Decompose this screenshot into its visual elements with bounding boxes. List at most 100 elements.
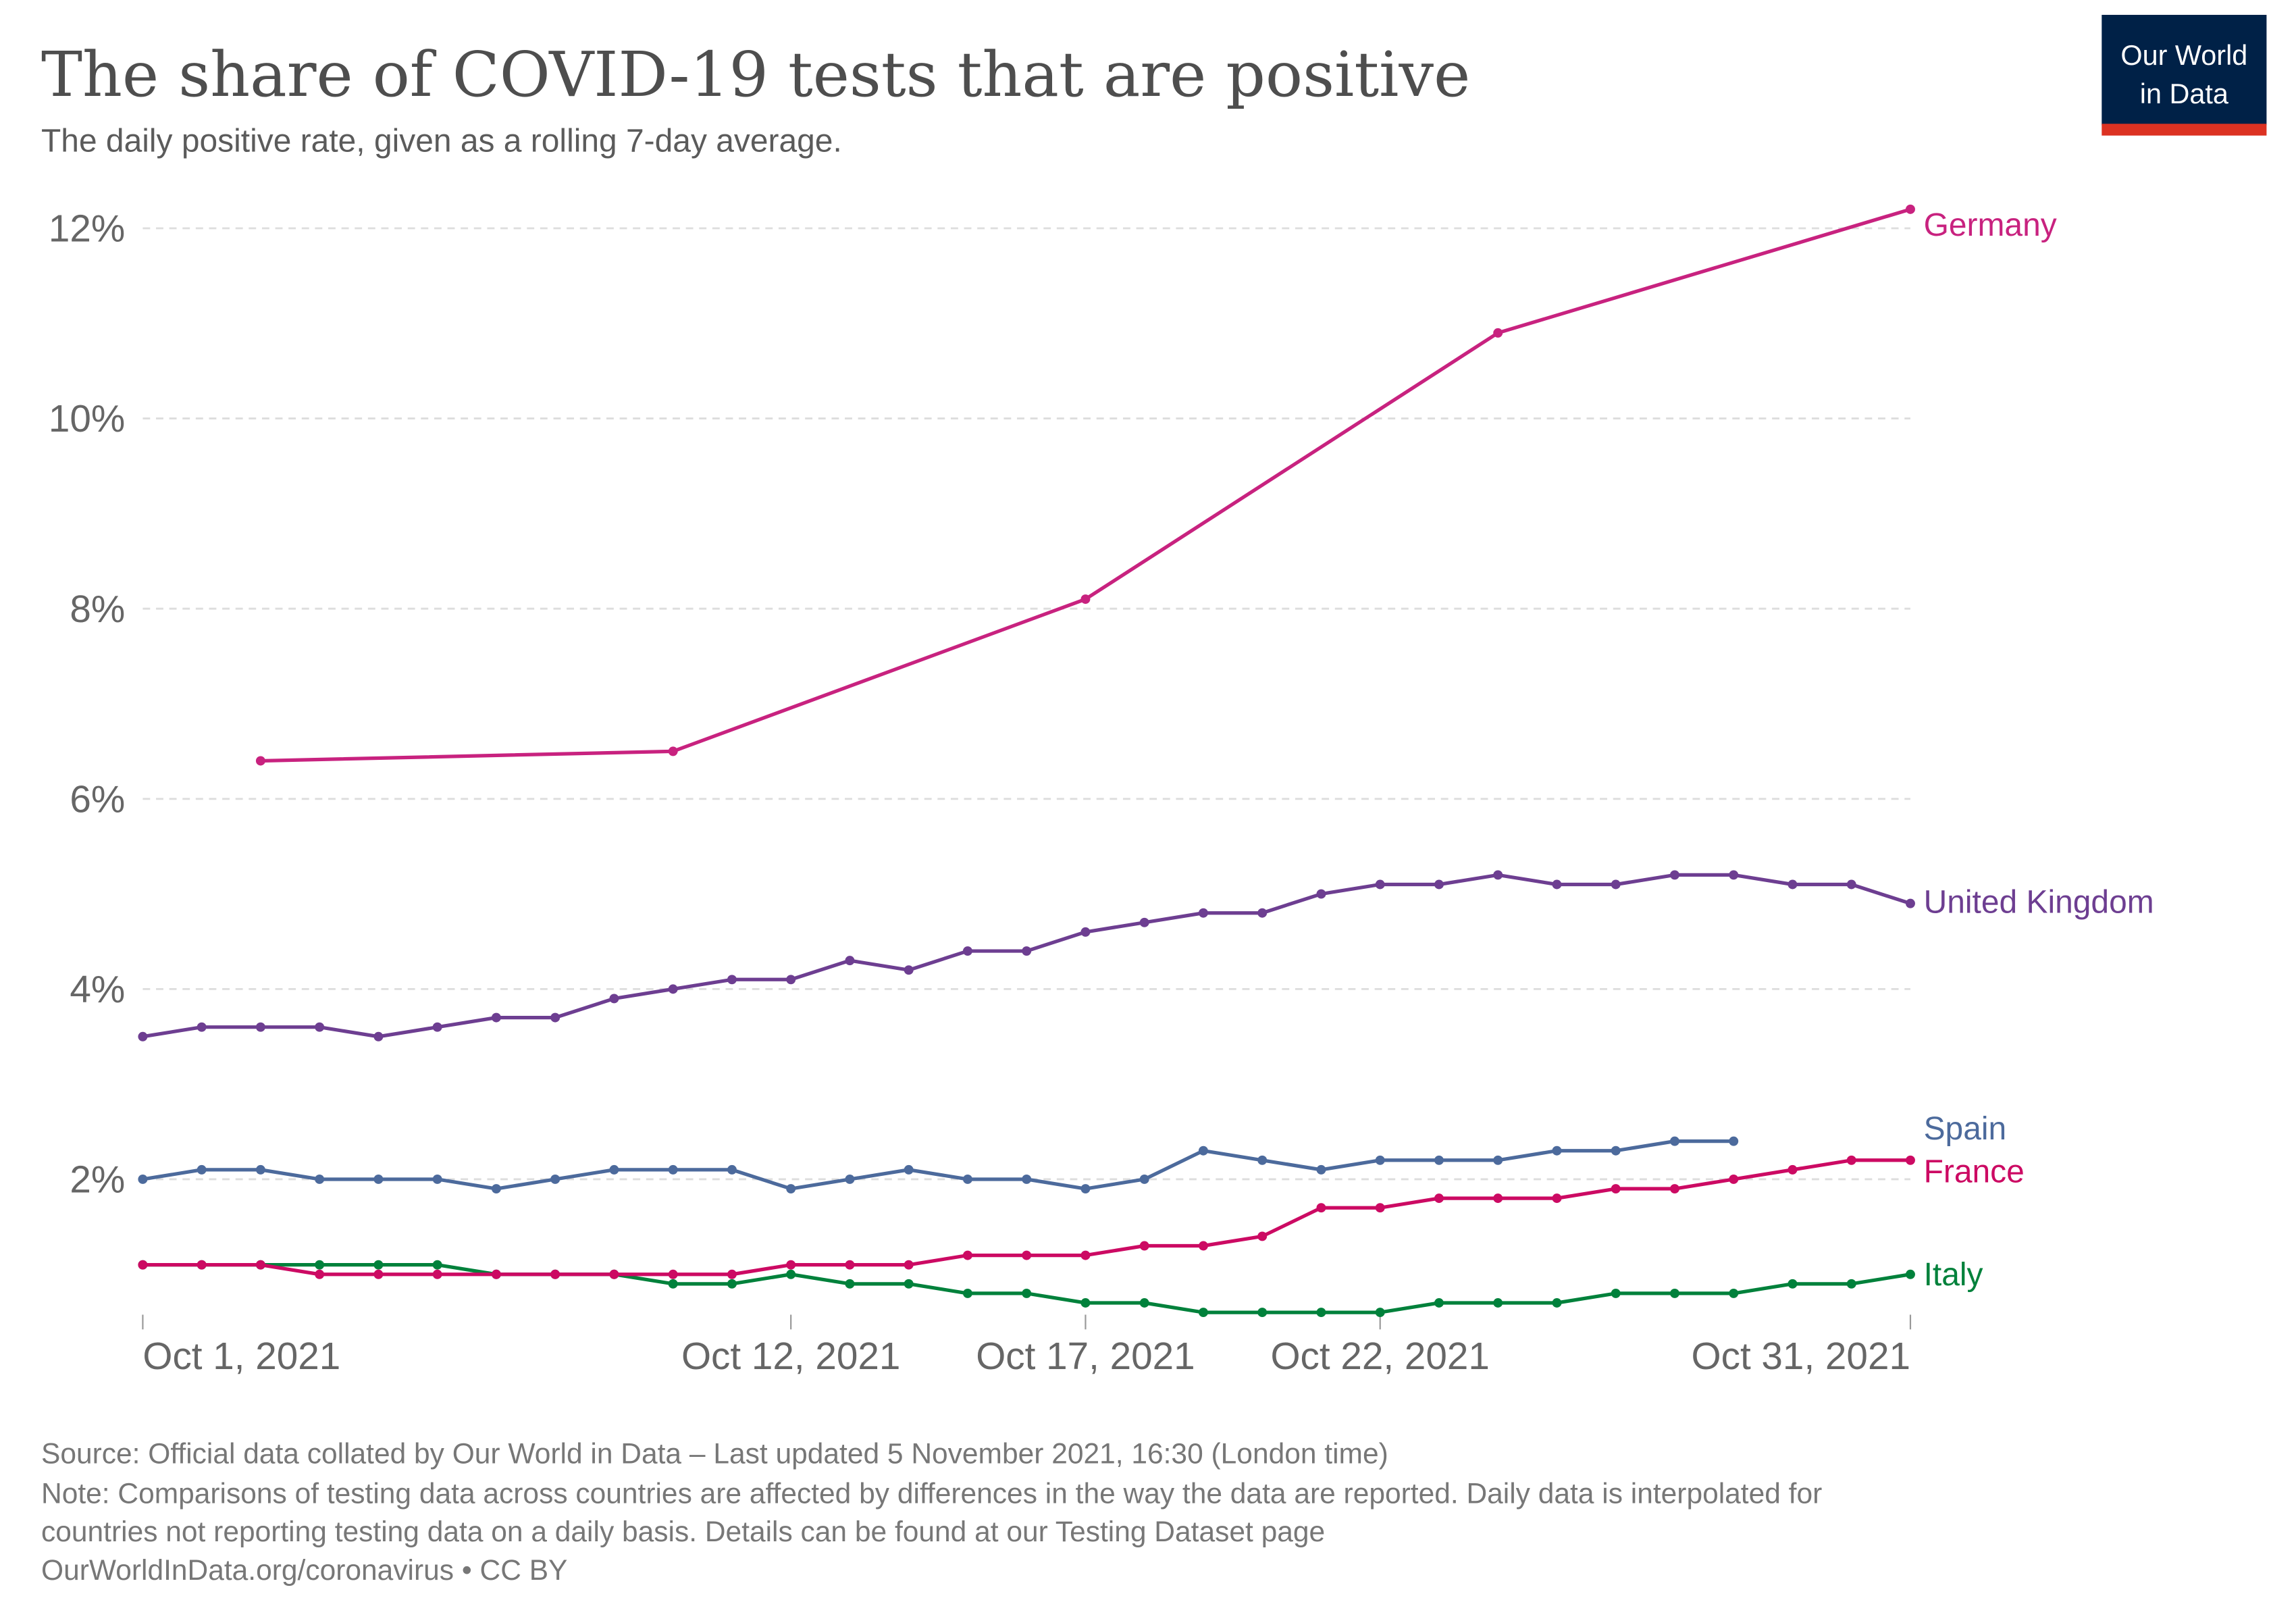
point-spain	[1375, 1155, 1385, 1165]
point-spain	[255, 1164, 265, 1175]
series-germany	[255, 204, 1915, 766]
point-france	[1080, 1250, 1091, 1260]
point-united-kingdom	[962, 946, 972, 956]
point-united-kingdom	[727, 975, 737, 985]
point-united-kingdom	[1434, 879, 1444, 890]
point-spain	[727, 1164, 737, 1175]
point-france	[786, 1260, 796, 1270]
y-tick-label: 10%	[49, 398, 125, 440]
point-united-kingdom	[668, 984, 678, 994]
point-spain	[668, 1164, 678, 1175]
point-france	[1788, 1164, 1798, 1175]
point-italy	[1080, 1298, 1091, 1308]
series-label-germany: Germany	[1924, 207, 2057, 243]
point-germany	[1080, 594, 1091, 604]
point-united-kingdom	[845, 956, 855, 966]
point-spain	[1729, 1136, 1739, 1146]
point-france	[1906, 1155, 1915, 1165]
point-france	[1493, 1193, 1503, 1204]
point-united-kingdom	[315, 1022, 325, 1032]
point-united-kingdom	[1846, 879, 1856, 890]
point-spain	[962, 1174, 972, 1184]
point-italy	[1906, 1269, 1915, 1279]
point-spain	[197, 1164, 207, 1175]
point-france	[373, 1269, 384, 1279]
point-united-kingdom	[550, 1012, 560, 1023]
point-italy	[1729, 1288, 1739, 1298]
point-spain	[1611, 1146, 1621, 1156]
point-france	[1552, 1193, 1562, 1204]
logo-accent-bar	[2102, 124, 2267, 136]
point-united-kingdom	[1906, 898, 1915, 908]
series-france	[138, 1155, 1915, 1279]
footer-license[interactable]: OurWorldInData.org/coronavirus • CC BY	[41, 1555, 567, 1587]
point-france	[1316, 1203, 1326, 1213]
point-france	[1846, 1155, 1856, 1165]
line-italy	[142, 1263, 1911, 1314]
y-tick-label: 2%	[70, 1159, 125, 1202]
point-spain	[1434, 1155, 1444, 1165]
chart-title: The share of COVID-19 tests that are pos…	[41, 38, 1470, 111]
point-france	[432, 1269, 442, 1279]
point-united-kingdom	[1493, 870, 1503, 880]
point-france	[138, 1260, 148, 1270]
chart-subtitle: The daily positive rate, given as a roll…	[41, 124, 842, 159]
point-germany	[1906, 204, 1915, 214]
point-united-kingdom	[1022, 946, 1032, 956]
point-spain	[609, 1164, 619, 1175]
series-italy	[138, 1260, 1915, 1318]
point-spain	[1080, 1184, 1091, 1194]
series-labels: Germany United Kingdom Spain France Italy	[1924, 207, 2154, 1293]
point-spain	[786, 1184, 796, 1194]
point-united-kingdom	[1729, 870, 1739, 880]
point-italy	[1788, 1279, 1798, 1289]
x-tick-label: Oct 12, 2021	[681, 1335, 900, 1378]
point-france	[1375, 1203, 1385, 1213]
point-italy	[432, 1260, 442, 1270]
point-united-kingdom	[1316, 889, 1326, 899]
point-italy	[962, 1288, 972, 1298]
series-label-united-kingdom: United Kingdom	[1924, 884, 2154, 920]
point-united-kingdom	[1139, 917, 1149, 927]
point-france	[315, 1269, 325, 1279]
point-france	[1139, 1241, 1149, 1251]
point-italy	[1669, 1288, 1679, 1298]
point-united-kingdom	[1611, 879, 1621, 890]
owid-logo[interactable]: Our World in Data	[2102, 14, 2267, 136]
point-united-kingdom	[255, 1022, 265, 1032]
point-france	[904, 1260, 914, 1270]
point-italy	[315, 1260, 325, 1270]
series-label-spain: Spain	[1924, 1111, 2007, 1147]
point-united-kingdom	[609, 994, 619, 1004]
point-united-kingdom	[904, 965, 914, 975]
point-italy	[1434, 1298, 1444, 1308]
point-france	[1257, 1231, 1268, 1241]
series-label-france: France	[1924, 1154, 2025, 1189]
point-italy	[1611, 1288, 1621, 1298]
footer-note-line1: Note: Comparisons of testing data across…	[41, 1478, 1822, 1510]
series-group	[138, 204, 1915, 1318]
x-tick-label: Oct 31, 2021	[1692, 1335, 1910, 1378]
point-france	[1022, 1250, 1032, 1260]
point-italy	[668, 1279, 678, 1289]
point-germany	[668, 746, 678, 756]
point-united-kingdom	[138, 1031, 148, 1041]
point-italy	[1846, 1279, 1856, 1289]
point-spain	[491, 1184, 501, 1194]
point-italy	[727, 1279, 737, 1289]
y-tick-label: 8%	[70, 588, 125, 631]
point-france	[255, 1260, 265, 1270]
point-united-kingdom	[1788, 879, 1798, 890]
point-spain	[1257, 1155, 1268, 1165]
point-united-kingdom	[432, 1022, 442, 1032]
y-axis: 2% 4% 6% 8% 10% 12%	[49, 208, 125, 1202]
point-spain	[1493, 1155, 1503, 1165]
point-france	[668, 1269, 678, 1279]
point-france	[1729, 1174, 1739, 1184]
point-united-kingdom	[1198, 908, 1208, 918]
point-spain	[1022, 1174, 1032, 1184]
point-italy	[845, 1279, 855, 1289]
series-spain	[138, 1136, 1739, 1194]
point-france	[491, 1269, 501, 1279]
